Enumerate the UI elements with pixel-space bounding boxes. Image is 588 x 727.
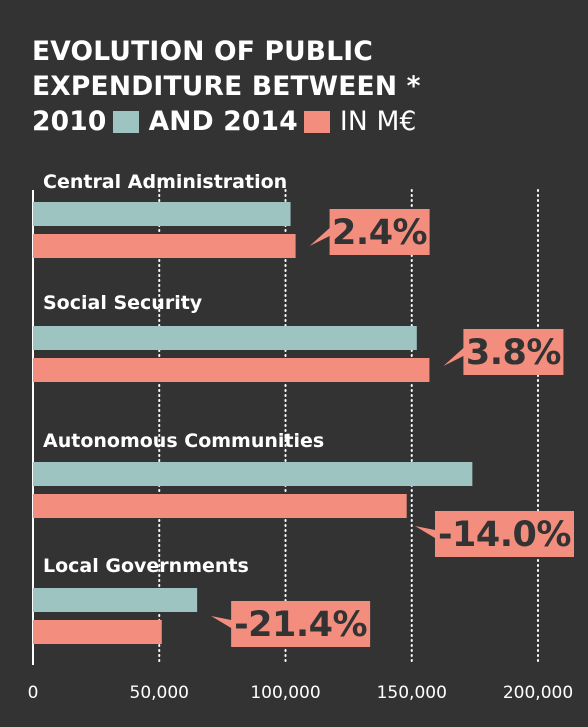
change-badge-shape [211, 601, 371, 647]
title-unit: IN M€ [339, 106, 417, 137]
bar-2010 [33, 326, 417, 350]
legend-swatch-2014 [303, 111, 330, 133]
title-connector: AND 2014 [148, 106, 298, 137]
title-line-1: EVOLUTION OF PUBLIC [32, 36, 373, 67]
title-line-2: EXPENDITURE BETWEEN * [32, 71, 421, 102]
legend-swatch-2010 [112, 111, 139, 133]
change-badge: 3.8% [443, 329, 564, 375]
change-badge: -21.4% [211, 601, 371, 647]
change-badge: 2.4% [309, 209, 430, 255]
category-label: Local Governments [43, 555, 249, 577]
bar-2014 [33, 234, 296, 258]
change-label: 2.4% [332, 213, 427, 253]
category-label: Autonomous Communities [43, 430, 324, 452]
title-line-3: 2010 AND 2014 IN M€ [32, 104, 572, 139]
category-label: Social Security [43, 292, 203, 314]
chart-title: EVOLUTION OF PUBLIC EXPENDITURE BETWEEN … [32, 34, 572, 139]
change-label: 3.8% [466, 333, 561, 373]
x-tick-label: 200,000 [503, 683, 573, 703]
bar-2010 [33, 462, 473, 486]
change-badge-shape [309, 209, 430, 255]
x-tick-label: 100,000 [250, 683, 320, 703]
x-tick-label: 50,000 [130, 683, 189, 703]
title-year-2010: 2010 [32, 106, 107, 137]
bar-2014 [33, 494, 407, 518]
change-badge-shape [415, 511, 574, 557]
change-label: -21.4% [234, 605, 367, 645]
category-label: Central Administration [43, 171, 287, 193]
change-label: -14.0% [438, 515, 571, 555]
change-badge-shape [443, 329, 564, 375]
bar-2014 [33, 620, 162, 644]
bar-2010 [33, 588, 198, 612]
change-badge: -14.0% [415, 511, 574, 557]
bar-2010 [33, 202, 291, 226]
bar-2014 [33, 358, 430, 382]
x-tick-label: 150,000 [377, 683, 447, 703]
x-tick-label: 0 [28, 683, 39, 703]
